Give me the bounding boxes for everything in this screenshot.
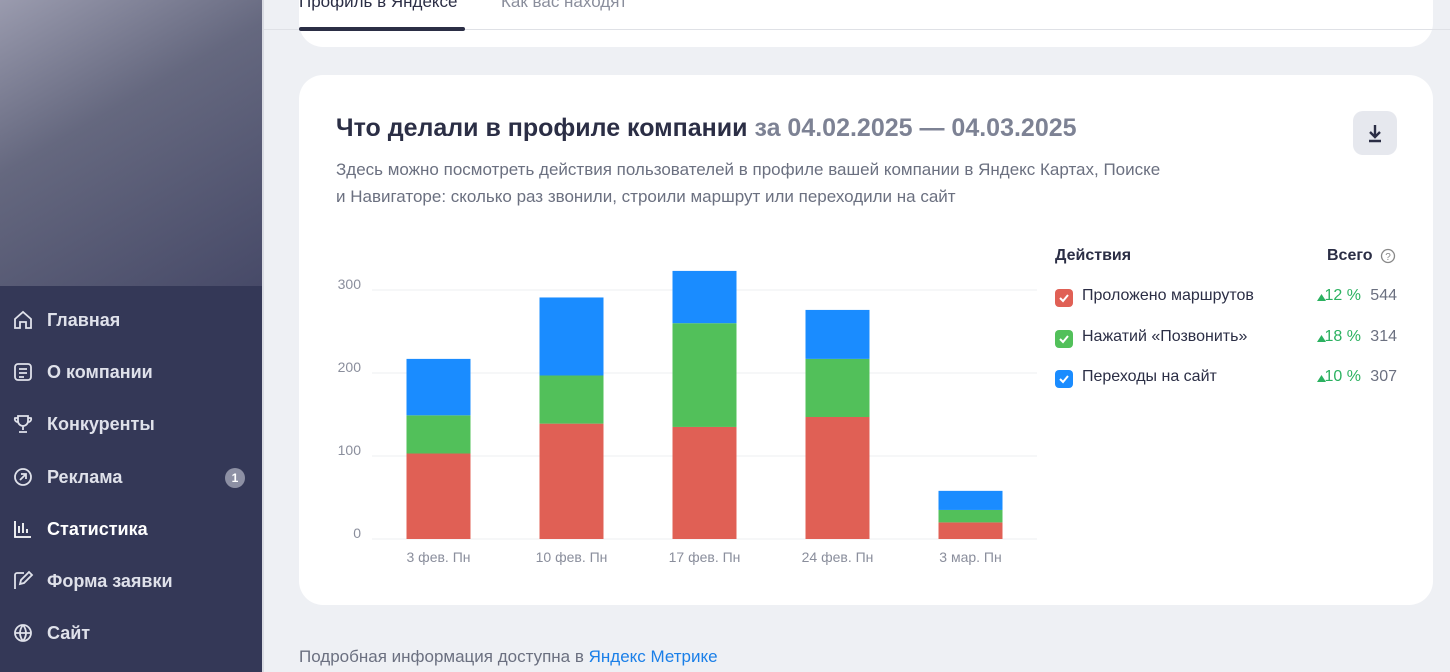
nav-icon bbox=[14, 467, 32, 486]
x-tick-label: 10 фев. Пн bbox=[536, 549, 608, 565]
nav-label: Конкуренты bbox=[47, 414, 155, 435]
checkbox-box bbox=[1055, 289, 1073, 307]
nav-icon bbox=[14, 363, 32, 382]
title-text: Что делали в профиле компании bbox=[336, 114, 748, 142]
tabs-line bbox=[264, 29, 1450, 30]
svg-text:?: ? bbox=[1385, 252, 1391, 263]
nav-item[interactable]: Реклама 1 bbox=[0, 457, 262, 497]
legend-label: Проложено маршрутов bbox=[1082, 287, 1254, 304]
total: 544 bbox=[1370, 287, 1397, 304]
y-tick-label: 200 bbox=[338, 359, 362, 375]
nav-icon bbox=[14, 570, 34, 589]
nav-item[interactable]: Форма заявки bbox=[0, 561, 262, 601]
triangle bbox=[1317, 375, 1326, 382]
bar-segment bbox=[672, 323, 737, 427]
bar-segment bbox=[539, 423, 604, 539]
sidebar: Главная О компании Конкуренты Реклама 1 Стати… bbox=[0, 0, 262, 672]
x-tick-label: 24 фев. Пн bbox=[802, 549, 874, 565]
tabs-card bbox=[299, 0, 1433, 47]
bar-segment bbox=[539, 297, 604, 376]
nav-badge: 1 bbox=[225, 467, 245, 488]
y-tick-label: 0 bbox=[353, 525, 361, 541]
checkbox-box bbox=[1055, 329, 1073, 348]
download-button[interactable] bbox=[1353, 111, 1397, 155]
help-icon[interactable]: ? bbox=[1380, 248, 1396, 264]
bar-segment bbox=[406, 358, 471, 416]
legend-checkbox[interactable] bbox=[1055, 370, 1073, 388]
nav-label: Статистика bbox=[47, 518, 148, 539]
up-arrow bbox=[1317, 294, 1326, 301]
change: 18 % bbox=[1324, 327, 1361, 345]
bar-segment bbox=[672, 426, 737, 539]
checkmark bbox=[1059, 294, 1069, 303]
nav-item[interactable]: Статистика bbox=[0, 509, 262, 549]
tab[interactable]: Как вас находят bbox=[501, 0, 628, 11]
nav-label: Форма заявки bbox=[47, 571, 173, 591]
table-header: Действия bbox=[1055, 247, 1132, 264]
nav-label: Реклама bbox=[47, 466, 123, 487]
x-tick-label: 3 фев. Пн bbox=[407, 549, 471, 565]
bar-segment bbox=[805, 416, 870, 539]
footer-text: Подробная информация доступна в bbox=[299, 647, 589, 666]
period: за 04.02.2025 — 04.03.2025 bbox=[754, 114, 1077, 142]
card-title: Что делали в профиле компании за 04.02.2… bbox=[336, 114, 1077, 143]
bar-segment bbox=[805, 358, 870, 417]
nav-label: Сайт bbox=[47, 623, 91, 644]
chart: 0 100 200 300 3 фев. Пн 10 фев. Пн 17 фев. Пн 2… bbox=[338, 270, 1037, 565]
footer: Подробная информация доступна в Яндекс М… bbox=[299, 647, 718, 667]
total: 307 bbox=[1370, 368, 1397, 385]
stats-card: Что делали в профиле компании за 04.02.2… bbox=[299, 75, 1433, 605]
nav-item[interactable]: Конкуренты bbox=[0, 404, 262, 444]
nav-icon bbox=[14, 624, 32, 643]
nav-item[interactable]: Главная bbox=[0, 300, 262, 340]
checkmark bbox=[1059, 375, 1069, 384]
up-arrow bbox=[1317, 334, 1326, 342]
bar-segment bbox=[938, 509, 1003, 523]
change: 10 % bbox=[1324, 368, 1361, 385]
nav-item[interactable]: Сайт bbox=[0, 613, 262, 653]
bar-segment bbox=[938, 490, 1003, 510]
x-tick-label: 17 фев. Пн bbox=[669, 549, 741, 565]
checkbox-box bbox=[1055, 370, 1073, 388]
bar-segment bbox=[938, 522, 1003, 539]
download-icon bbox=[1369, 125, 1381, 143]
metrika-link[interactable]: Яндекс Метрике bbox=[588, 647, 718, 666]
triangle bbox=[1317, 294, 1326, 301]
bar-segment bbox=[406, 415, 471, 454]
nav-label: О компании bbox=[47, 362, 153, 383]
description-line: и Навигаторе: сколько раз звонили, строи… bbox=[336, 187, 956, 206]
description-line: Здесь можно посмотреть действия пользова… bbox=[336, 160, 1161, 179]
nav-label: Главная bbox=[47, 310, 121, 330]
total: 314 bbox=[1370, 327, 1397, 345]
nav-icon bbox=[14, 310, 32, 329]
bar-segment bbox=[672, 270, 737, 324]
checkmark bbox=[1059, 334, 1069, 343]
tab-underline bbox=[299, 27, 465, 31]
bar-segment bbox=[406, 453, 471, 539]
legend-checkbox[interactable] bbox=[1055, 329, 1073, 348]
nav-icon bbox=[13, 415, 33, 434]
company-photo bbox=[0, 0, 262, 286]
tab[interactable]: Профиль в Яндексе bbox=[299, 0, 458, 11]
triangle bbox=[1317, 334, 1326, 342]
x-tick-label: 3 мар. Пн bbox=[939, 549, 1001, 565]
y-tick-label: 300 bbox=[338, 276, 362, 292]
nav-icon bbox=[14, 520, 31, 538]
legend-label: Переходы на сайт bbox=[1082, 368, 1217, 385]
legend-label: Нажатий «Позвонить» bbox=[1082, 327, 1248, 345]
legend-checkbox[interactable] bbox=[1055, 289, 1073, 307]
divider bbox=[262, 0, 264, 672]
change: 12 % bbox=[1324, 287, 1361, 304]
nav-item[interactable]: О компании bbox=[0, 352, 262, 392]
up-arrow bbox=[1317, 375, 1326, 382]
bar-segment bbox=[539, 375, 604, 424]
bar-segment bbox=[805, 309, 870, 359]
y-tick-label: 100 bbox=[338, 442, 362, 458]
table-header: Всего bbox=[1327, 247, 1373, 264]
